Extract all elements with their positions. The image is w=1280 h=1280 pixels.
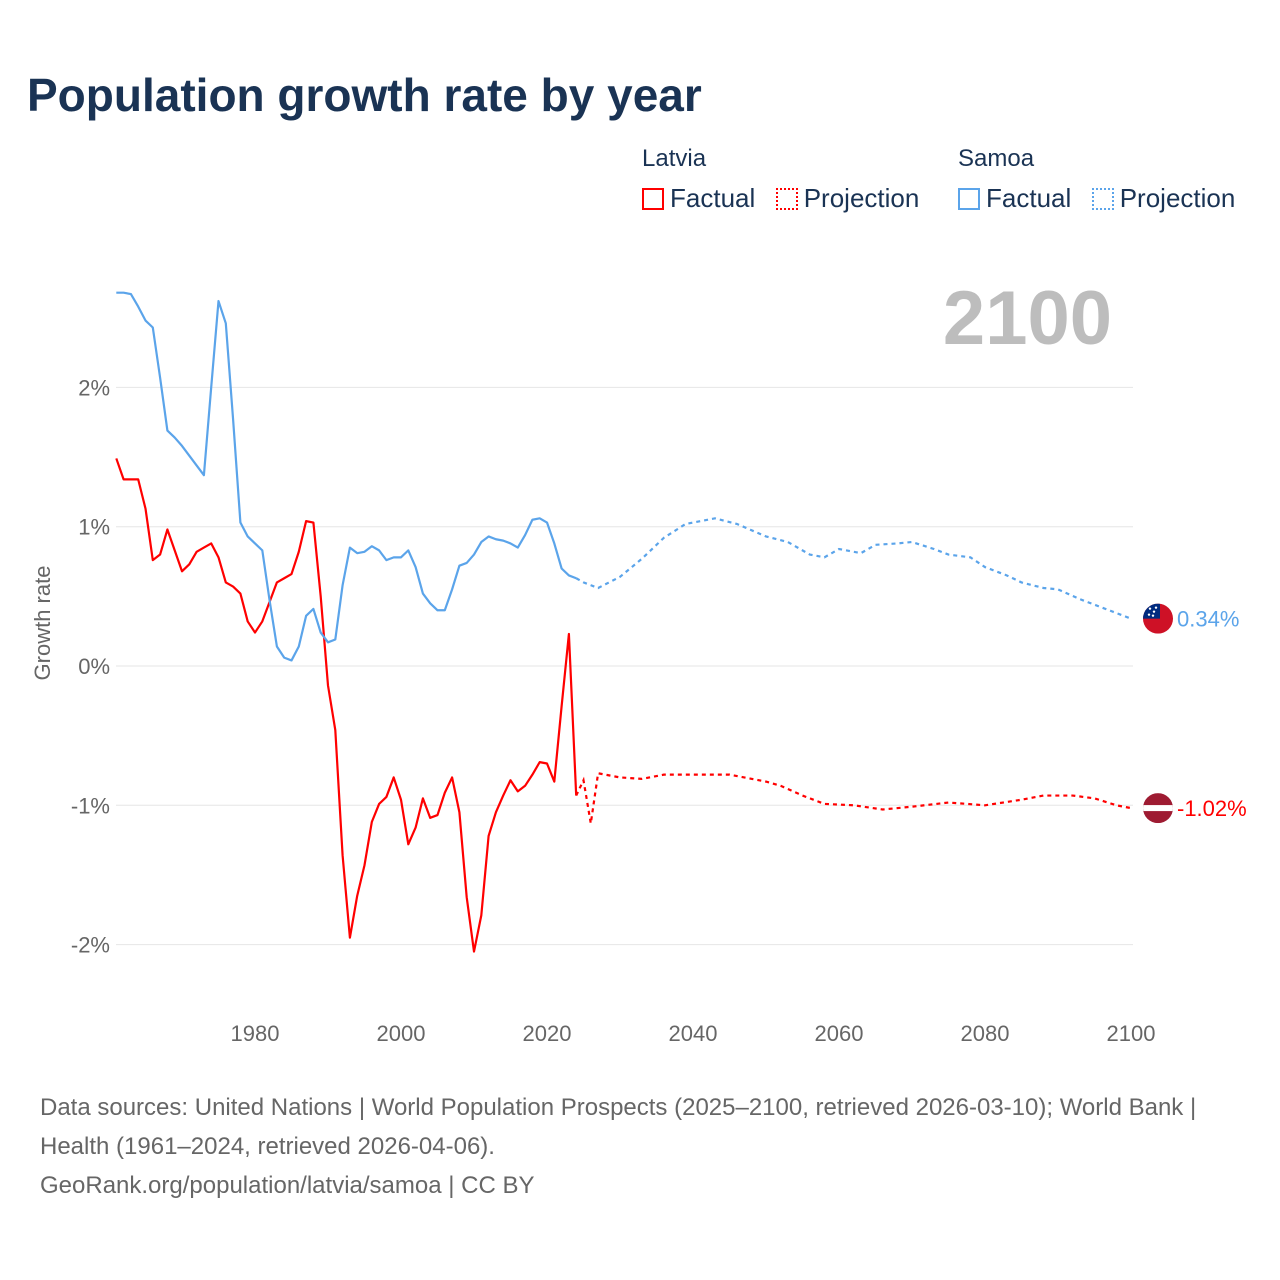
x-tick-label: 2060 — [815, 1021, 864, 1046]
x-tick-label: 2080 — [961, 1021, 1010, 1046]
legend-label: Factual — [986, 183, 1072, 213]
samoa-factual-line — [116, 291, 577, 662]
legend-latvia: Latvia Factual Projection — [642, 145, 935, 215]
chart-plot: 2% 1% 0% -1% -2% 1980 2000 2020 2040 2060 2080 2100… — [30, 291, 1247, 1046]
legend-samoa-projection[interactable]: Projection — [1091, 183, 1236, 214]
legend-samoa-factual[interactable]: Factual — [958, 183, 1071, 214]
current-year-label: 2100 — [942, 276, 1112, 361]
chart-title: Population growth rate by year — [27, 69, 702, 121]
y-axis-label: Growth rate — [30, 566, 55, 681]
latvia-projection-line — [575, 771, 1132, 824]
x-tick-label: 2100 — [1107, 1021, 1156, 1046]
x-tick-label: 2040 — [669, 1021, 718, 1046]
latvia-factual-line — [115, 458, 578, 953]
legend-label: Projection — [803, 183, 920, 213]
flag-star — [1154, 606, 1158, 609]
flag-star — [1152, 610, 1156, 613]
legend-swatch-solid — [958, 187, 980, 210]
y-tick-label: -1% — [71, 793, 110, 818]
samoa-flag-icon — [1143, 603, 1173, 634]
data-sources: Data sources: United Nations | World Pop… — [40, 1094, 1197, 1160]
legend-label: Projection — [1119, 183, 1236, 213]
latvia-flag-icon — [1143, 793, 1173, 824]
flag-canton — [1143, 603, 1160, 619]
legend-swatch-solid — [642, 187, 664, 210]
legend-samoa: Samoa Factual Projection — [958, 145, 1251, 215]
legend-swatch-dotted — [1091, 187, 1114, 210]
legend-latvia-factual[interactable]: Factual — [642, 183, 755, 214]
credit-link[interactable]: GeoRank.org/population/latvia/samoa | CC… — [40, 1172, 535, 1199]
samoa-end-value-label: 0.34% — [1177, 607, 1239, 632]
footer: Data sources: United Nations | World Pop… — [40, 1088, 1240, 1205]
legend-group-name: Latvia — [642, 145, 707, 172]
legend-latvia-projection[interactable]: Projection — [775, 183, 920, 214]
y-tick-label: 2% — [78, 375, 110, 400]
latvia-end-value-label: -1.02% — [1177, 796, 1247, 821]
x-tick-label: 2000 — [377, 1021, 426, 1046]
x-tick-label: 1980 — [231, 1021, 280, 1046]
flag-stripe — [1143, 805, 1173, 812]
legend-swatch-dotted — [775, 187, 798, 210]
flag-star — [1148, 607, 1152, 610]
samoa-projection-line — [575, 517, 1132, 620]
flag-star — [1147, 613, 1151, 616]
x-tick-label: 2020 — [523, 1021, 572, 1046]
legend-group-name: Samoa — [958, 145, 1035, 172]
y-tick-label: -2% — [71, 933, 110, 958]
flag-body — [1143, 603, 1173, 634]
y-tick-label: 1% — [78, 515, 110, 540]
flag-star — [1151, 614, 1155, 617]
flag-body — [1143, 793, 1173, 824]
legend-label: Factual — [670, 183, 756, 213]
y-tick-label: 0% — [78, 654, 110, 679]
